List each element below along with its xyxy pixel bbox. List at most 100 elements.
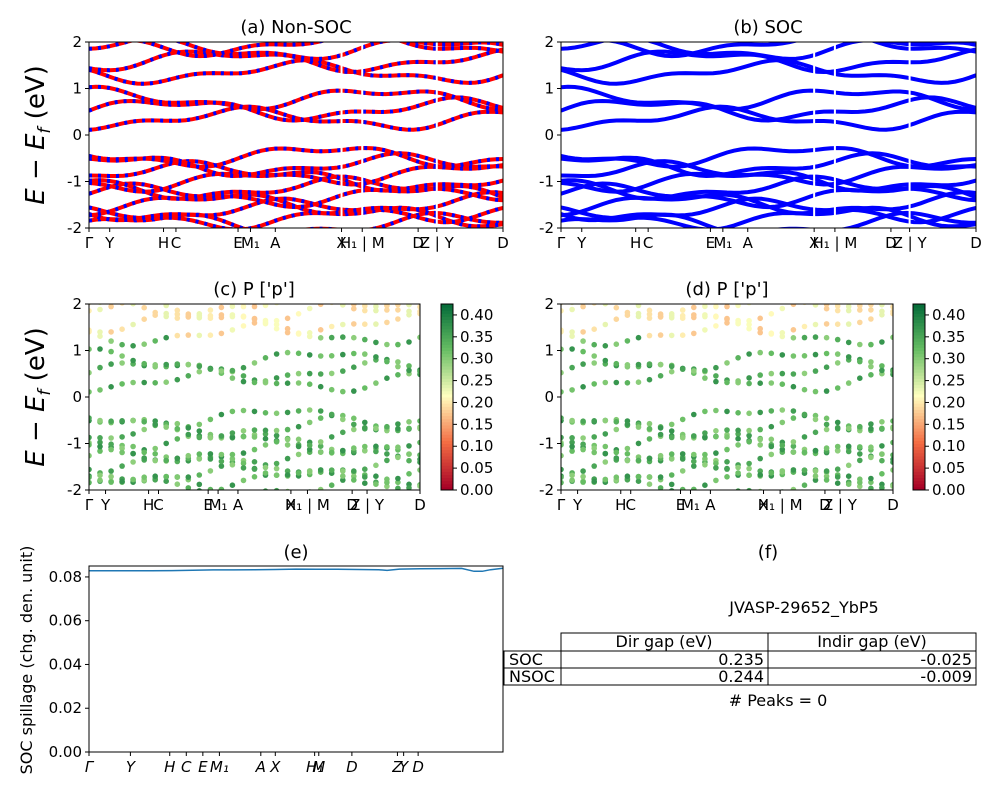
proj-point xyxy=(613,379,620,386)
proj-point xyxy=(791,293,797,299)
proj-point xyxy=(713,323,719,329)
proj-point xyxy=(108,473,114,480)
ytick-label: -2 xyxy=(67,219,82,237)
proj-point xyxy=(351,350,357,357)
colorbar-segment xyxy=(913,310,925,314)
colorbar-segment xyxy=(913,362,925,367)
proj-point xyxy=(417,418,420,424)
proj-point xyxy=(229,482,236,489)
proj-point xyxy=(196,332,203,339)
proj-point xyxy=(823,445,830,451)
proj-point xyxy=(713,465,719,471)
proj-point xyxy=(273,380,280,387)
proj-point xyxy=(657,373,664,379)
proj-point xyxy=(229,367,236,374)
proj-point xyxy=(163,304,169,309)
colorbar-tick-label: 0.15 xyxy=(460,415,493,433)
proj-point xyxy=(384,304,390,309)
proj-point xyxy=(406,471,412,477)
proj-point xyxy=(340,304,346,308)
ytick-label: -1 xyxy=(67,173,82,191)
xtick-label: A xyxy=(270,234,281,252)
proj-point xyxy=(624,362,631,368)
proj-point xyxy=(801,370,808,377)
proj-point xyxy=(757,442,763,448)
proj-point xyxy=(561,389,564,395)
colorbar-segment xyxy=(441,421,453,426)
colorbar-segment xyxy=(441,387,453,392)
proj-point xyxy=(702,312,708,318)
gap-table-row-soc-dir: 0.235 xyxy=(718,650,764,669)
proj-point xyxy=(295,423,302,430)
xtick-label: C xyxy=(153,496,163,514)
panel-c-colorbar: 0.00 0.05 0.10 0.15 0.20 0.25 0.30 0.35 0.40 xyxy=(440,303,493,499)
proj-point xyxy=(580,468,586,474)
proj-point xyxy=(879,485,885,490)
colorbar-segment xyxy=(913,468,925,472)
proj-point xyxy=(823,415,830,422)
colorbar-segment xyxy=(913,366,925,370)
colorbar-segment xyxy=(441,375,453,379)
proj-point xyxy=(406,485,412,490)
proj-point xyxy=(779,305,786,312)
proj-point xyxy=(340,477,346,483)
proj-point xyxy=(834,321,841,328)
proj-point xyxy=(328,353,335,359)
proj-point xyxy=(218,451,225,458)
proj-point xyxy=(262,355,269,361)
proj-point xyxy=(108,446,114,453)
proj-point xyxy=(890,467,893,473)
colorbar-segment xyxy=(441,393,453,398)
proj-point xyxy=(879,304,885,308)
proj-point xyxy=(635,361,642,368)
colorbar-segment xyxy=(441,378,453,382)
proj-point xyxy=(857,479,863,486)
panel-d-title: (d) P ['p'] xyxy=(685,279,768,300)
proj-point xyxy=(262,470,269,476)
proj-point xyxy=(591,445,597,452)
colorbar-segment xyxy=(913,400,925,404)
proj-point xyxy=(801,323,808,330)
proj-point xyxy=(318,293,324,299)
proj-point xyxy=(417,425,420,432)
proj-point xyxy=(845,354,852,360)
proj-point xyxy=(317,449,324,456)
proj-point xyxy=(702,434,708,440)
proj-point xyxy=(879,367,885,374)
proj-point xyxy=(240,304,247,310)
proj-point xyxy=(779,381,786,388)
proj-point xyxy=(834,448,841,454)
proj-point xyxy=(141,449,147,456)
proj-point xyxy=(857,483,863,490)
proj-point xyxy=(668,481,675,488)
proj-point xyxy=(97,306,103,313)
proj-point xyxy=(834,351,841,357)
proj-point xyxy=(561,479,564,486)
proj-point xyxy=(669,488,675,490)
proj-point xyxy=(284,472,291,478)
proj-point xyxy=(702,451,708,458)
proj-point xyxy=(141,297,147,303)
proj-point xyxy=(240,323,247,329)
colorbar-segment xyxy=(441,459,453,463)
band-ylabel-mid-sub: f xyxy=(35,387,55,396)
proj-point xyxy=(328,482,335,489)
colorbar-segment xyxy=(913,452,925,457)
material-id: JVASP-29652_YbP5 xyxy=(728,598,878,618)
proj-point xyxy=(657,452,664,459)
proj-point xyxy=(362,307,368,314)
proj-point xyxy=(713,477,719,484)
proj-point xyxy=(384,375,390,382)
proj-point xyxy=(823,321,830,327)
proj-point xyxy=(362,474,368,480)
proj-point xyxy=(317,415,324,421)
proj-point xyxy=(406,425,412,432)
proj-point xyxy=(635,440,642,447)
proj-point xyxy=(691,330,697,337)
colorbar-frame xyxy=(440,303,454,491)
proj-point xyxy=(580,479,586,485)
proj-point xyxy=(306,305,313,312)
colorbar-segment xyxy=(441,307,453,311)
